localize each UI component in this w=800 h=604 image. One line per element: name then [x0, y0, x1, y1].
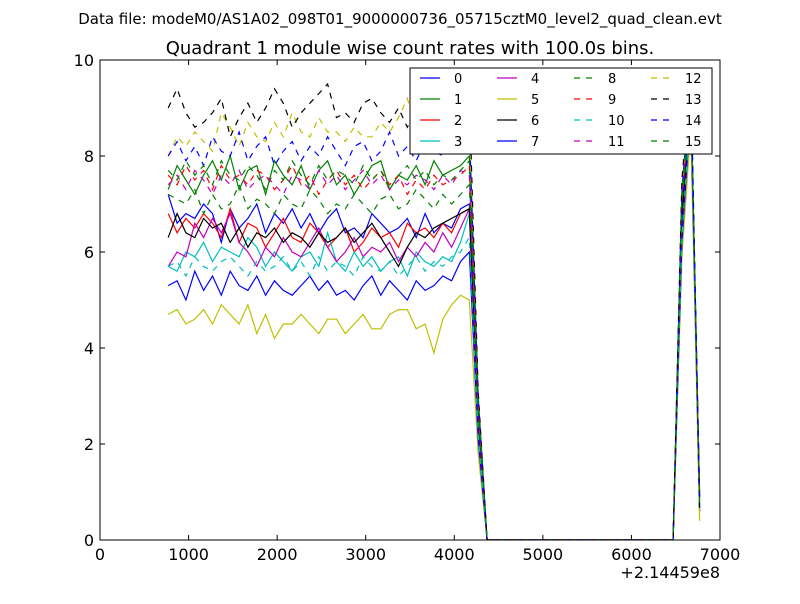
x-tick-label: 3000 — [345, 545, 386, 564]
legend-label-4: 4 — [531, 72, 539, 87]
series-line-7 — [167, 107, 701, 540]
plot-frame — [99, 59, 721, 541]
legend-label-7: 7 — [531, 135, 539, 150]
y-tick-label: 10 — [74, 51, 94, 70]
series-line-11 — [167, 98, 701, 540]
series-line-15 — [167, 88, 701, 540]
y-tick-label: 8 — [84, 147, 94, 166]
x-offset-label: +2.14459e8 — [620, 563, 720, 582]
series-line-8 — [167, 93, 701, 540]
chart-title: Quadrant 1 module wise count rates with … — [166, 38, 655, 59]
series-line-3 — [167, 93, 701, 540]
x-tick-label: 1000 — [168, 545, 209, 564]
legend-label-10: 10 — [608, 114, 625, 129]
legend-label-2: 2 — [454, 114, 462, 129]
x-tick-label: 6000 — [611, 545, 652, 564]
legend-label-11: 11 — [608, 135, 625, 150]
series-line-0 — [167, 98, 701, 540]
datafile-label: Data file: modeM0/AS1A02_098T01_90000007… — [78, 10, 722, 29]
series-line-6 — [167, 98, 701, 540]
series-line-2 — [167, 103, 701, 540]
legend-label-12: 12 — [685, 72, 702, 87]
x-tick-label: 4000 — [434, 545, 475, 564]
y-tick-label: 0 — [84, 531, 94, 550]
series-line-10 — [167, 103, 701, 540]
legend-label-13: 13 — [685, 93, 702, 108]
x-tick-label: 2000 — [257, 545, 298, 564]
legend-label-0: 0 — [454, 72, 462, 87]
series-line-9 — [167, 88, 701, 540]
y-tick-label: 2 — [84, 435, 94, 454]
legend-label-8: 8 — [608, 72, 616, 87]
legend-label-5: 5 — [531, 93, 539, 108]
series-line-1 — [167, 88, 701, 540]
legend-label-14: 14 — [685, 114, 702, 129]
x-tick-label: 5000 — [522, 545, 563, 564]
legend-label-3: 3 — [454, 135, 462, 150]
y-tick-label: 4 — [84, 339, 94, 358]
legend-label-9: 9 — [608, 93, 616, 108]
legend-label-1: 1 — [454, 93, 462, 108]
series-line-5 — [167, 127, 701, 540]
legend-box — [409, 67, 713, 155]
legend-label-15: 15 — [685, 135, 702, 150]
x-tick-label: 0 — [95, 545, 105, 564]
series-line-4 — [167, 107, 701, 540]
y-tick-label: 6 — [84, 243, 94, 262]
legend-label-6: 6 — [531, 114, 539, 129]
x-tick-label: 7000 — [700, 545, 741, 564]
